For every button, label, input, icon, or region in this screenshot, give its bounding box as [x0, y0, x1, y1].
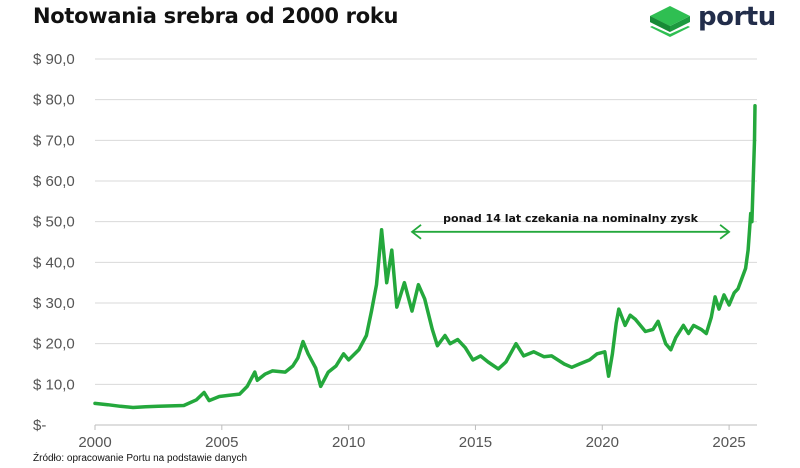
x-tick-label: 2015: [459, 434, 492, 451]
price-series-line: [93, 104, 757, 410]
y-tick-label: $ 70,0: [33, 132, 75, 149]
x-tick-label: 2000: [78, 434, 111, 451]
y-tick-label: $ 90,0: [33, 51, 75, 68]
annotation-label: ponad 14 lat czekania na nominalny zysk: [443, 212, 698, 225]
y-tick-label: $ 60,0: [33, 173, 75, 190]
x-tick-label: 2025: [712, 434, 745, 451]
x-tick-label: 2005: [205, 434, 238, 451]
page-title: Notowania srebra od 2000 roku: [33, 4, 399, 28]
annotation-arrowhead-right: [719, 224, 731, 240]
stacked-green-cube-logo-icon: [650, 6, 690, 37]
y-tick-label: $ 50,0: [33, 214, 75, 231]
brand-name: portu: [698, 2, 776, 32]
portu-logo: portu: [646, 2, 776, 44]
x-tick-label: 2020: [586, 434, 619, 451]
y-tick-label: $ 40,0: [33, 254, 75, 271]
y-tick-label: $ 10,0: [33, 376, 75, 393]
y-tick-label: $-: [33, 417, 46, 434]
y-tick-label: $ 30,0: [33, 295, 75, 312]
annotation-arrowhead-left: [410, 224, 422, 240]
x-tick-label: 2010: [332, 434, 365, 451]
y-tick-label: $ 80,0: [33, 92, 75, 109]
source-note: Źródło: opracowanie Portu na podstawie d…: [33, 453, 248, 464]
y-tick-label: $ 20,0: [33, 336, 75, 353]
